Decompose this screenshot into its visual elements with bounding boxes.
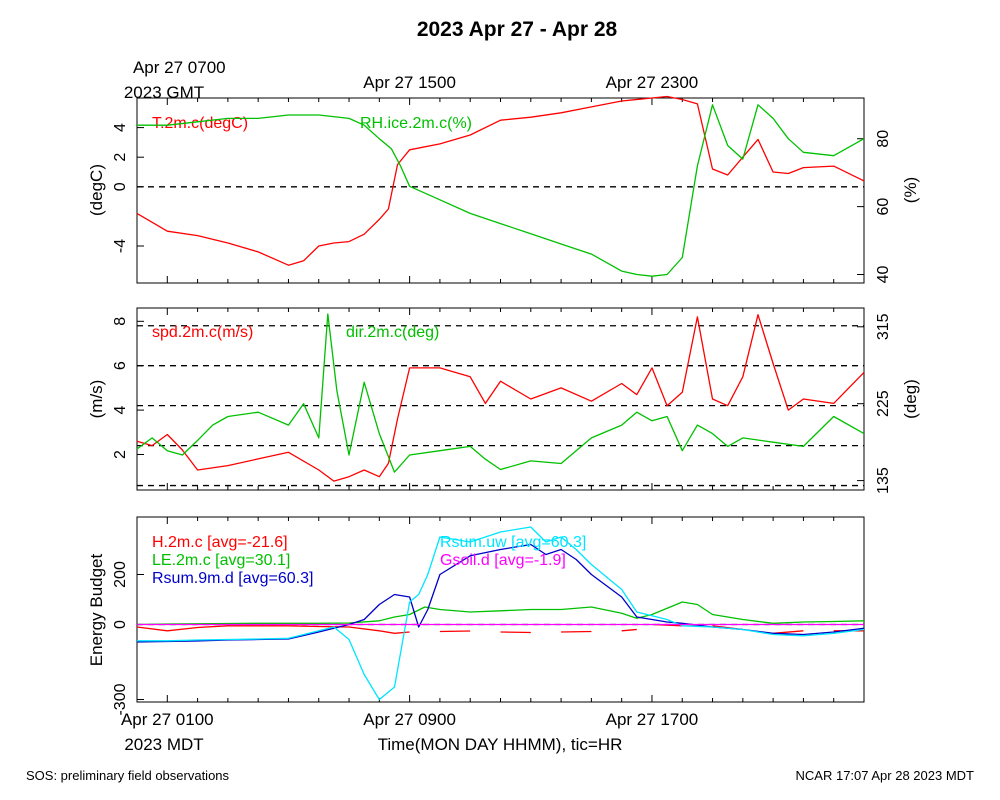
series-line <box>136 543 865 643</box>
y-tick-label: 0 <box>112 182 129 191</box>
series-line <box>137 526 865 701</box>
legend-label: spd.2m.c(m/s) <box>152 324 253 341</box>
series-line <box>137 104 865 277</box>
legend-label: T.2m.c(degC) <box>152 115 248 132</box>
top-axis-label: Apr 27 1500 <box>363 73 456 92</box>
y2-axis-title: (deg) <box>901 379 920 419</box>
y-tick-label: -300 <box>112 683 129 715</box>
bottom-axis-label: Apr 27 0900 <box>363 710 456 729</box>
series-line <box>561 630 592 633</box>
y2-tick-label: 315 <box>875 313 892 340</box>
top-axis-sublabel: 2023 GMT <box>124 83 204 102</box>
legend-label: Rsum.uw [avg=60.3] <box>440 534 586 551</box>
legend-label: RH.ice.2m.c(%) <box>360 115 472 132</box>
y2-tick-label: 225 <box>875 390 892 417</box>
y-tick-label: 4 <box>112 406 129 415</box>
top-axis-label: Apr 27 2300 <box>606 73 699 92</box>
bottom-axis-sublabel: 2023 MDT <box>124 735 203 754</box>
y-tick-label: 2 <box>112 153 129 162</box>
series-line <box>136 601 865 626</box>
series-line <box>136 314 865 482</box>
y-axis-title: Energy Budget <box>87 553 106 666</box>
series-line <box>500 631 531 634</box>
y-tick-label: 6 <box>112 361 129 370</box>
legend-label: dir.2m.c(deg) <box>346 324 439 341</box>
top-axis-label: Apr 27 0700 <box>133 58 226 77</box>
y2-tick-label: 60 <box>875 198 892 216</box>
wind-panel: 2 4 6 8 135 225 315 (m/s) (deg) spd.2m.c(m/s) dir.… <box>87 307 920 494</box>
y-tick-label: 8 <box>112 317 129 326</box>
chart-title: 2023 Apr 27 - Apr 28 <box>417 18 618 41</box>
y2-tick-label: 135 <box>875 467 892 494</box>
series-line <box>136 95 865 266</box>
y-tick-label: 0 <box>112 620 129 629</box>
y2-tick-label: 80 <box>875 130 892 148</box>
series-line <box>136 313 865 473</box>
y2-axis-title: (%) <box>901 177 920 203</box>
y-axis-title: (degC) <box>87 164 106 216</box>
legend-label: H.2m.c [avg=-21.6] <box>152 534 288 551</box>
x-axis-title: Time(MON DAY HHMM), tic=HR <box>378 735 623 754</box>
legend-label: Gsoil.d [avg=-1.9] <box>440 552 566 569</box>
footer-note: SOS: preliminary field observations <box>26 768 230 783</box>
energy-budget-panel: -300 0 200 Energy Budget H.2m.c [avg=-21.6]L… <box>87 516 865 716</box>
y-tick-label: -4 <box>112 239 129 253</box>
bottom-axis-label: Apr 27 1700 <box>606 710 699 729</box>
legend-label: LE.2m.c [avg=30.1] <box>152 552 290 569</box>
bottom-axis-label: Apr 27 0100 <box>121 710 214 729</box>
footer-timestamp: NCAR 17:07 Apr 28 2023 MDT <box>795 768 974 783</box>
series-line <box>439 630 471 633</box>
temperature-humidity-panel: -4 0 2 4 40 60 80 (degC) (%) T.2m.c(degC) RH.ice.2… <box>87 95 920 284</box>
series-line <box>136 625 410 634</box>
legend-label: Rsum.9m.d [avg=60.3] <box>152 570 313 587</box>
y-axis-title: (m/s) <box>87 380 106 419</box>
y-tick-label: 200 <box>112 561 129 588</box>
series-line <box>621 628 637 632</box>
y2-tick-label: 40 <box>875 266 892 284</box>
y-tick-label: 4 <box>112 123 129 132</box>
y-tick-label: 2 <box>112 450 129 459</box>
